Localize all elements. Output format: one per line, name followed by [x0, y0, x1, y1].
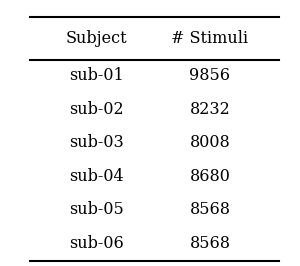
Text: 8568: 8568: [190, 235, 230, 252]
Text: sub-06: sub-06: [69, 235, 123, 252]
Text: 8680: 8680: [190, 168, 230, 185]
Text: # Stimuli: # Stimuli: [171, 30, 249, 47]
Text: 8568: 8568: [190, 201, 230, 218]
Text: sub-02: sub-02: [69, 101, 123, 118]
Text: 8008: 8008: [190, 134, 230, 151]
Text: sub-05: sub-05: [69, 201, 123, 218]
Text: sub-01: sub-01: [69, 67, 123, 84]
Text: 9856: 9856: [190, 67, 230, 84]
Text: sub-04: sub-04: [69, 168, 123, 185]
Text: Subject: Subject: [65, 30, 127, 47]
Text: sub-03: sub-03: [69, 134, 123, 151]
Text: 8232: 8232: [190, 101, 230, 118]
